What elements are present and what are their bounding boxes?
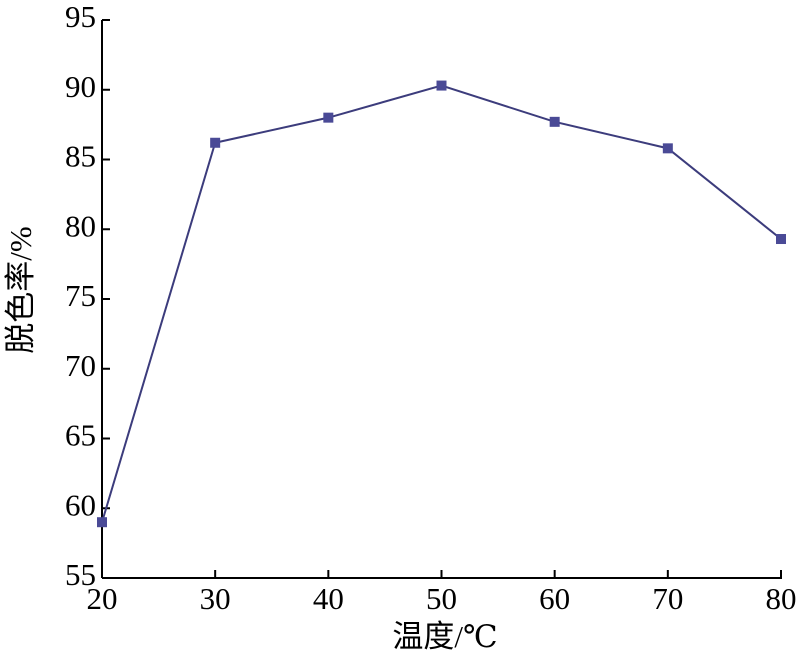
data-point: [323, 112, 334, 123]
y-tick-label: 75: [65, 278, 96, 313]
y-axis-label: 脱色率/%: [3, 226, 38, 353]
x-axis-label: 温度/℃: [392, 619, 497, 654]
data-point: [436, 80, 447, 91]
data-point: [549, 116, 560, 127]
data-line: [101, 84, 782, 523]
data-point: [210, 137, 221, 148]
data-point: [97, 517, 107, 528]
x-tick-label: 70: [652, 581, 683, 616]
y-tick-label: 90: [65, 69, 96, 104]
x-tick-label: 30: [200, 581, 231, 616]
y-tick-label: 65: [65, 418, 96, 453]
data-point: [662, 143, 673, 154]
y-tick-label: 95: [65, 0, 96, 34]
x-tick-label: 60: [539, 581, 570, 616]
y-tick-label: 70: [65, 348, 96, 383]
x-tick-label: 40: [313, 581, 344, 616]
y-tick-label: 60: [65, 487, 96, 522]
y-tick-label: 80: [65, 208, 96, 243]
x-tick-label: 20: [87, 581, 118, 616]
data-point: [776, 234, 786, 245]
x-tick-label: 50: [426, 581, 457, 616]
x-tick-label: 80: [766, 581, 797, 616]
y-tick-label: 55: [65, 557, 96, 592]
y-tick-label: 85: [65, 139, 96, 174]
